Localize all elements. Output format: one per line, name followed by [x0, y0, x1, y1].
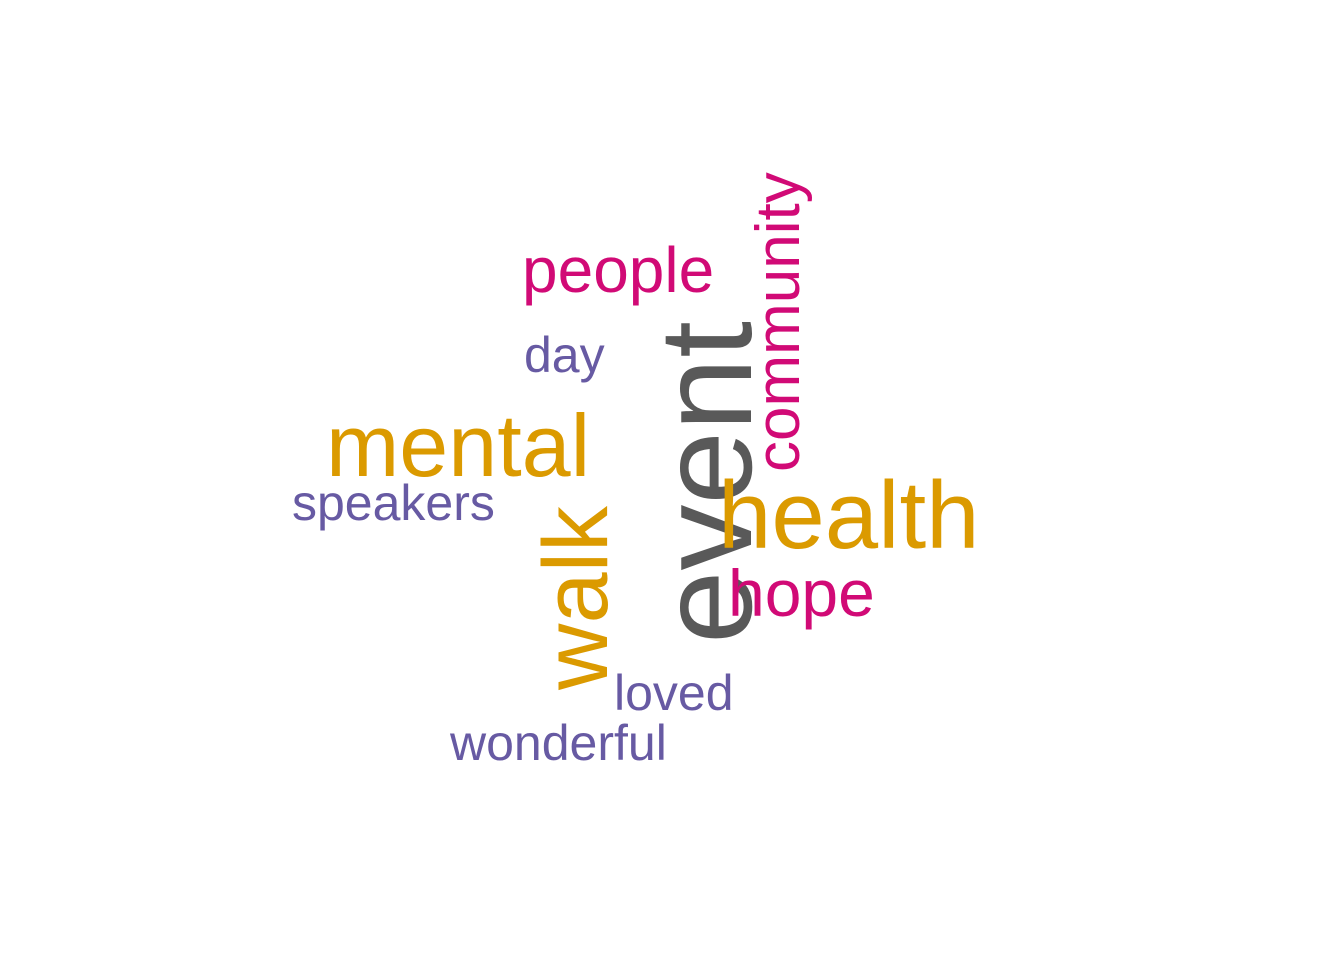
word-community: community: [744, 172, 813, 472]
word-wonderful: wonderful: [450, 715, 667, 771]
word-day: day: [524, 327, 605, 383]
word-people: people: [522, 234, 715, 306]
word-walk: walk: [525, 505, 627, 690]
word-mental: mental: [326, 396, 591, 495]
word-hope: hope: [728, 556, 875, 630]
word-loved: loved: [614, 665, 734, 721]
word-speakers: speakers: [292, 475, 495, 531]
word-health: health: [718, 462, 980, 569]
